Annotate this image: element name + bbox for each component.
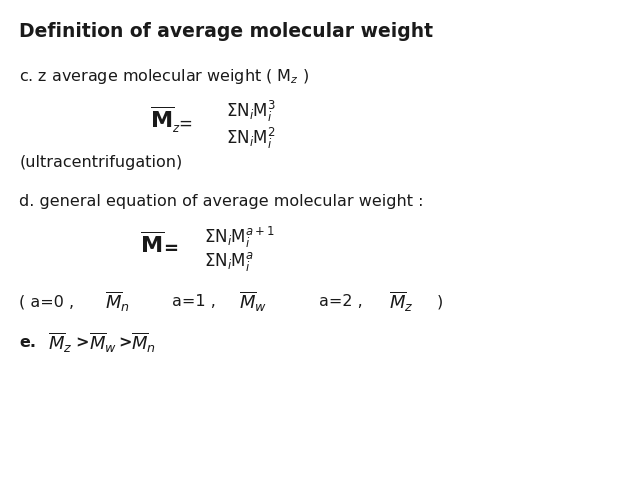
Text: ): ) (437, 294, 443, 309)
Text: e.: e. (19, 335, 36, 350)
Text: $\overline{M}_n$: $\overline{M}_n$ (131, 330, 156, 355)
Text: ( a=0 ,: ( a=0 , (19, 294, 74, 309)
Text: $\overline{M}_n$: $\overline{M}_n$ (105, 289, 130, 314)
Text: >: > (118, 335, 131, 350)
Text: $\Sigma$N$_i$M$_i^3$: $\Sigma$N$_i$M$_i^3$ (226, 99, 276, 124)
Text: =: = (163, 240, 178, 258)
Text: Definition of average molecular weight: Definition of average molecular weight (19, 22, 433, 41)
Text: $\overline{\mathbf{M}}$: $\overline{\mathbf{M}}$ (140, 232, 165, 257)
Text: d. general equation of average molecular weight :: d. general equation of average molecular… (19, 194, 424, 209)
Text: (ultracentrifugation): (ultracentrifugation) (19, 155, 182, 171)
Text: $\overline{M}_w$: $\overline{M}_w$ (89, 330, 117, 355)
Text: a=1 ,: a=1 , (172, 294, 216, 309)
Text: $\overline{\mathbf{M}}$: $\overline{\mathbf{M}}$ (150, 107, 174, 132)
Text: $\Sigma$N$_i$M$_i^{a+1}$: $\Sigma$N$_i$M$_i^{a+1}$ (204, 225, 276, 250)
Text: $\Sigma$N$_i$M$_i^{a}$: $\Sigma$N$_i$M$_i^{a}$ (204, 250, 254, 273)
Text: >: > (75, 335, 89, 350)
Text: $\overline{M}_z$: $\overline{M}_z$ (389, 289, 414, 314)
Text: c. z average molecular weight ( M$_z$ ): c. z average molecular weight ( M$_z$ ) (19, 67, 309, 86)
Text: $\overline{M}_w$: $\overline{M}_w$ (239, 289, 267, 314)
Text: $\Sigma$N$_i$M$_i^2$: $\Sigma$N$_i$M$_i^2$ (226, 126, 276, 151)
Text: $\overline{M}_z$: $\overline{M}_z$ (48, 330, 73, 355)
Text: $_{z}$=: $_{z}$= (172, 115, 193, 134)
Text: a=2 ,: a=2 , (319, 294, 363, 309)
